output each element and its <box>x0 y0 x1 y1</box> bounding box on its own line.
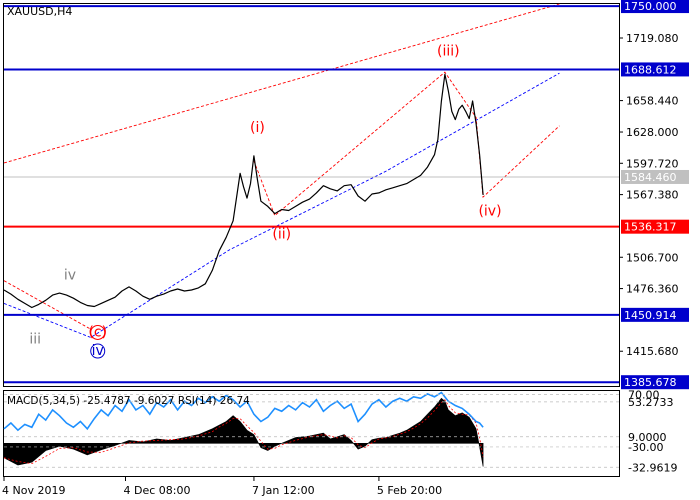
price-tag-bg-14 <box>621 375 689 390</box>
trend-line-1 <box>3 3 560 164</box>
price-tag-bg-1 <box>621 0 689 14</box>
time-tick-label-2: 4 Dec 08:00 <box>124 484 191 497</box>
price-tick-label-5: 1628.000 <box>626 126 679 139</box>
price-axis: 1750.000 1719.080 1688.612 1658.440 1628.000… <box>619 0 689 390</box>
time-tick-label-3: 7 Jan 12:00 <box>252 484 315 497</box>
trend-lines <box>3 3 560 338</box>
rsi-line <box>3 391 484 432</box>
wave-label-circle-3 <box>90 324 106 340</box>
indicator-label: MACD(5,34,5) -25.4787 -9.6027 RSI(14) 26… <box>7 395 250 407</box>
wave-label-8: (iv) <box>478 204 501 220</box>
price-line <box>3 73 484 309</box>
price-tick-label-13: 1415.680 <box>626 345 679 358</box>
indicator-tick-label-5: -32.9619 <box>628 461 677 474</box>
macd-histogram <box>3 397 484 467</box>
price-tag-bg-9 <box>621 219 689 234</box>
indicator-series <box>3 391 484 467</box>
price-tag-bg-12 <box>621 307 689 322</box>
price-tag-14: 1385.678 <box>624 376 677 389</box>
trend-line-2 <box>3 72 560 338</box>
price-tick-label-8: 1567.380 <box>626 189 679 202</box>
horizontal-levels <box>4 5 619 384</box>
indicator-tick-label-1: 53.2733 <box>628 396 674 409</box>
wave-labels: iv iii (c) iv (i) (ii) (iii) (iv) <box>29 44 501 359</box>
macd-signal-line <box>3 399 484 465</box>
indicator-tick-label-2: 70.00 <box>628 389 660 402</box>
wave-label-3: (c) <box>88 324 107 340</box>
price-series <box>3 73 484 309</box>
price-tick-label-2: 1719.080 <box>626 32 679 45</box>
trend-line-3 <box>3 280 92 330</box>
current-price-tag-bg <box>621 169 689 184</box>
indicator-tick-label-4: -30.00 <box>628 441 663 454</box>
wave-label-1: iv <box>64 268 76 284</box>
price-tick-label-4: 1658.440 <box>626 95 679 108</box>
wave-label-6: (ii) <box>272 226 291 242</box>
price-tag-3: 1688.612 <box>624 63 677 76</box>
time-tick-label-4: 5 Feb 20:00 <box>377 484 442 497</box>
indicator-tick-label-3: 9.0000 <box>628 431 667 444</box>
wave-label-4: iv <box>92 343 104 359</box>
current-price-tag: 1584.460 <box>624 171 677 184</box>
price-tag-12: 1450.914 <box>624 309 677 322</box>
price-tick-label-11: 1476.360 <box>626 283 679 296</box>
wave-label-circle-4 <box>90 343 106 359</box>
wave-label-7: (iii) <box>437 44 460 60</box>
price-tick-label-10: 1506.700 <box>626 251 679 264</box>
price-tick-label-6: 1597.720 <box>626 157 679 170</box>
time-tick-label-1: 4 Nov 2019 <box>2 484 65 497</box>
wave-label-5: (i) <box>250 120 265 136</box>
time-axis: 4 Nov 2019 4 Dec 08:00 7 Jan 12:00 5 Feb 20… <box>2 476 442 497</box>
price-tag-bg-3 <box>621 62 689 77</box>
wave-label-2: iii <box>29 332 41 348</box>
main-panel-frame <box>3 3 620 387</box>
price-tag-1: 1750.000 <box>624 0 677 13</box>
symbol-label: XAUUSD,H4 <box>7 5 72 18</box>
price-tag-9: 1536.317 <box>624 221 677 234</box>
